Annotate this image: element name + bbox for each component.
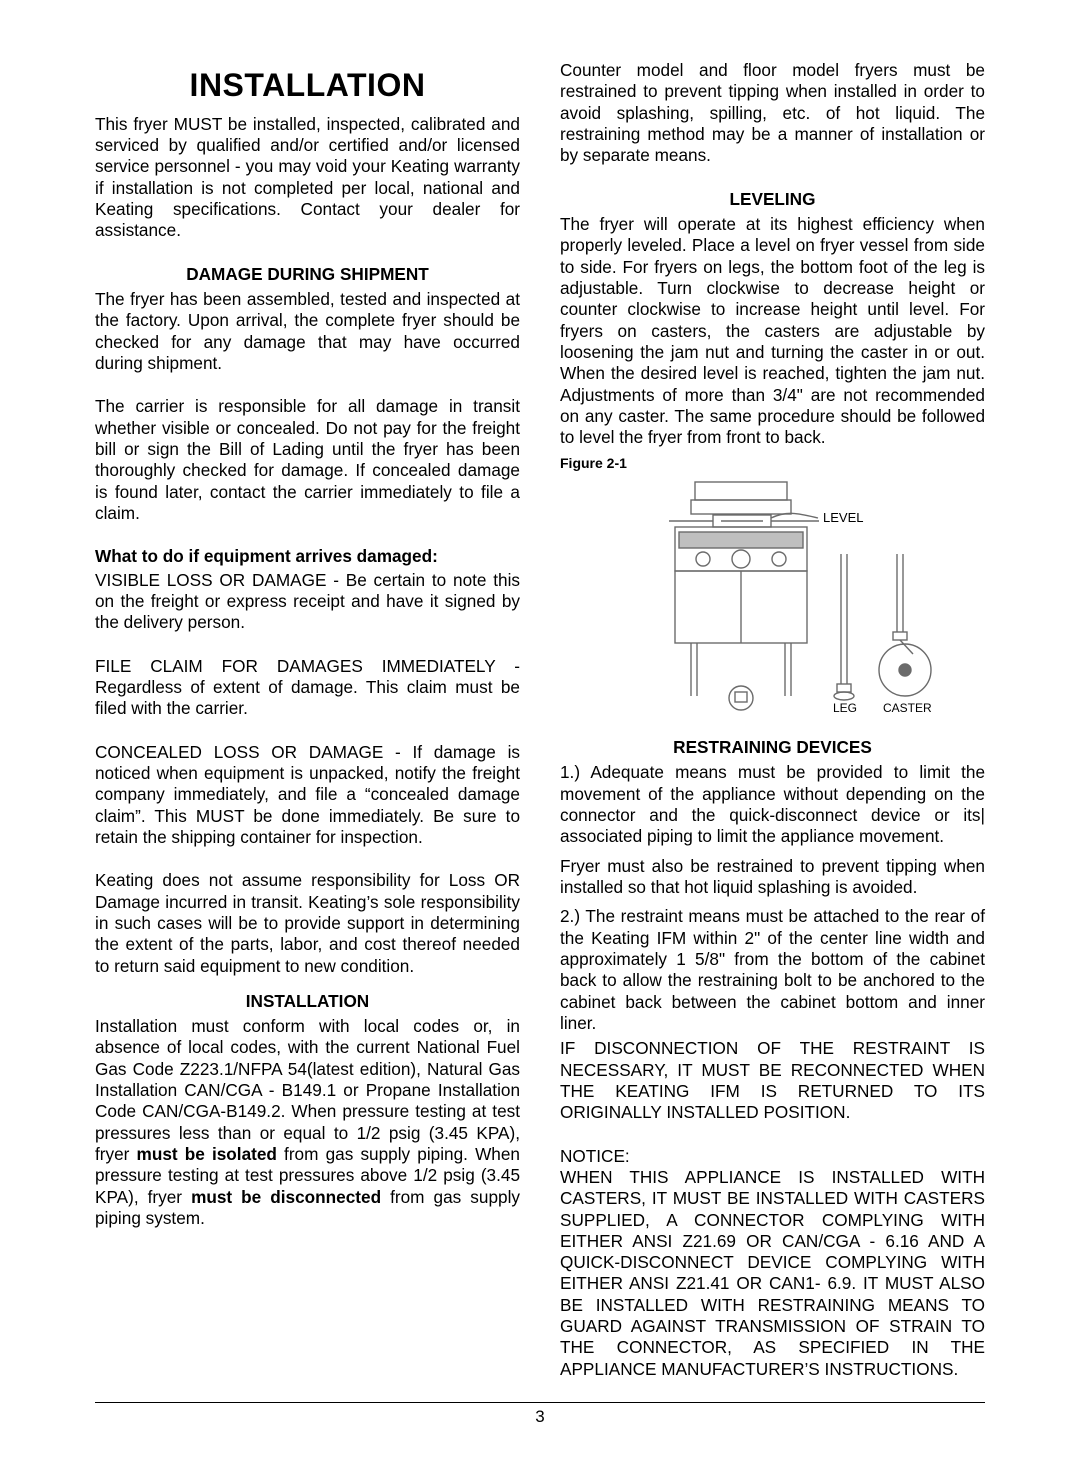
leveling-heading: LEVELING xyxy=(560,189,985,210)
fig-level-label: LEVEL xyxy=(823,510,863,525)
fryer-diagram-icon: LEVEL LEG CASTER xyxy=(613,474,933,719)
visible-loss-paragraph: VISIBLE LOSS OR DAMAGE - Be certain to n… xyxy=(95,570,520,634)
install-text-pre: Installation must conform with local cod… xyxy=(95,1016,520,1164)
notice-block: NOTICE: WHEN THIS APPLIANCE IS INSTALLED… xyxy=(560,1146,985,1381)
left-column: INSTALLATION This fryer MUST be installe… xyxy=(95,60,520,1384)
restrain-paragraph-1: 1.) Adequate means must be provided to l… xyxy=(560,762,985,847)
intro-paragraph: This fryer MUST be installed, inspected,… xyxy=(95,114,520,242)
install-bold-1: must be isolated xyxy=(137,1144,277,1164)
install-bold-2: must be disconnected xyxy=(191,1187,381,1207)
page-title: INSTALLATION xyxy=(95,66,520,106)
restraining-heading: RESTRAINING DEVICES xyxy=(560,737,985,758)
installation-heading: INSTALLATION xyxy=(95,991,520,1012)
figure-label: Figure 2-1 xyxy=(560,455,985,472)
fig-caster-label: CASTER xyxy=(883,701,932,715)
keating-responsibility-paragraph: Keating does not assume responsibility f… xyxy=(95,870,520,977)
damage-paragraph-2: The carrier is responsible for all damag… xyxy=(95,396,520,524)
page-number: 3 xyxy=(95,1407,985,1427)
damage-paragraph-1: The fryer has been assembled, tested and… xyxy=(95,289,520,374)
restrain-paragraph-2: 2.) The restraint means must be attached… xyxy=(560,906,985,1034)
notice-text: WHEN THIS APPLIANCE IS INSTALLED WITH CA… xyxy=(560,1167,985,1379)
right-column: Counter model and floor model fryers mus… xyxy=(560,60,985,1384)
two-column-layout: INSTALLATION This fryer MUST be installe… xyxy=(95,60,985,1384)
restrain-paragraph-1b: Fryer must also be restrained to prevent… xyxy=(560,856,985,899)
what-to-do-heading: What to do if equipment arrives damaged: xyxy=(95,546,520,567)
installation-paragraph: Installation must conform with local cod… xyxy=(95,1016,520,1229)
restrain-paragraph-3: IF DISCONNECTION OF THE RESTRAINT IS NEC… xyxy=(560,1038,985,1123)
counter-model-paragraph: Counter model and floor model fryers mus… xyxy=(560,60,985,167)
leveling-paragraph: The fryer will operate at its highest ef… xyxy=(560,214,985,449)
figure-2-1: Figure 2-1 xyxy=(560,455,985,719)
file-claim-paragraph: FILE CLAIM FOR DAMAGES IMMEDIATELY - Reg… xyxy=(95,656,520,720)
concealed-loss-paragraph: CONCEALED LOSS OR DAMAGE - If damage is … xyxy=(95,742,520,849)
notice-label: NOTICE: xyxy=(560,1146,630,1166)
fig-leg-label: LEG xyxy=(833,701,857,715)
damage-heading: DAMAGE DURING SHIPMENT xyxy=(95,264,520,285)
page: INSTALLATION This fryer MUST be installe… xyxy=(0,0,1080,1467)
footer-rule xyxy=(95,1402,985,1403)
